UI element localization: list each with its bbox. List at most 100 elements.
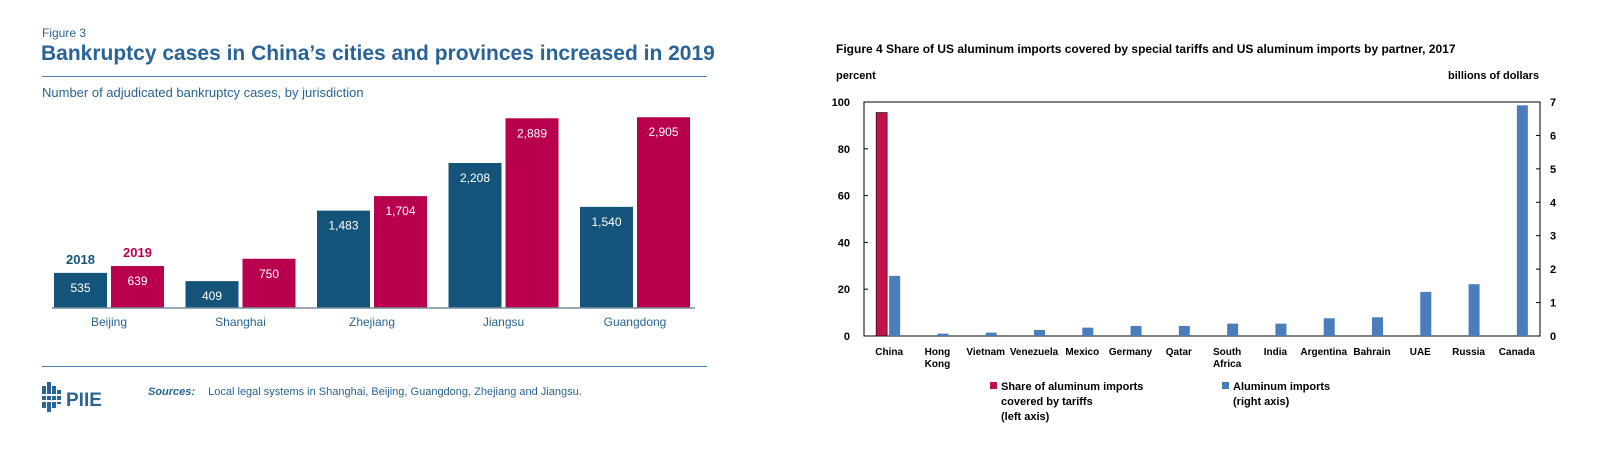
bar-value-label: 535 <box>70 281 90 295</box>
category-label-line: Kong <box>925 359 951 370</box>
category-label-line: Mexico <box>1065 347 1099 358</box>
category-label: India <box>1264 347 1288 358</box>
bar-value-label: 2,905 <box>648 125 678 139</box>
bar-value-label: 639 <box>127 274 147 288</box>
category-label-line: Germany <box>1109 347 1153 358</box>
category-label-line: Argentina <box>1300 347 1347 358</box>
bar-value-label: 1,483 <box>328 219 358 233</box>
right-tick-label: 0 <box>1550 331 1556 343</box>
category-label: Argentina <box>1300 347 1347 358</box>
category-label: Russia <box>1452 347 1485 358</box>
legend-share-line-3: (left axis) <box>1001 411 1050 423</box>
category-label: South Africa <box>1213 347 1242 370</box>
imports-bar-russia <box>1468 284 1480 336</box>
bar-2018-jiangsu <box>448 163 502 308</box>
category-label-line: Venezuela <box>1010 347 1059 358</box>
legend-share-swatch <box>990 382 997 389</box>
bar-2019-zhejiang <box>374 196 427 308</box>
bar-value-label: 2,208 <box>460 171 490 185</box>
footer-divider <box>42 366 707 367</box>
category-label: Canada <box>1499 347 1536 358</box>
right-tick-label: 6 <box>1550 130 1556 142</box>
left-tick-label: 80 <box>838 144 850 156</box>
legend-imports-swatch <box>1222 382 1229 389</box>
right-tick-label: 5 <box>1550 164 1556 176</box>
imports-bar-canada <box>1516 105 1528 336</box>
imports-bar-venezuela <box>1034 329 1045 336</box>
imports-bar-mexico <box>1082 327 1094 336</box>
legend-imports-line-2: (right axis) <box>1233 396 1290 408</box>
imports-bar-uae <box>1420 291 1432 336</box>
imports-bar-hong-kong <box>937 333 949 336</box>
imports-bar-germany <box>1130 325 1142 336</box>
chart-title: Bankruptcy cases in China’s cities and p… <box>41 42 715 65</box>
category-label: Shanghai <box>215 315 266 329</box>
share-bar-china <box>875 112 888 337</box>
left-tick-label: 0 <box>844 331 850 343</box>
category-label: Guangdong <box>604 315 667 329</box>
piie-logo: PIIE <box>42 382 102 412</box>
legend-share-line-2: covered by tariffs <box>1001 396 1093 408</box>
bar-2019-guangdong <box>637 117 690 308</box>
imports-bar-vietnam <box>985 332 997 336</box>
sources-label: Sources: <box>148 386 196 398</box>
legend-imports: Aluminum imports (right axis) <box>1222 380 1330 410</box>
bar-2018-zhejiang <box>317 210 370 308</box>
category-label-line: South <box>1213 347 1241 358</box>
bar-value-label: 409 <box>202 289 222 303</box>
left-axis-unit: percent <box>836 70 876 82</box>
category-label-line: Africa <box>1213 359 1242 370</box>
right-tick-label: 2 <box>1550 264 1556 276</box>
bar-value-label: 1,540 <box>591 215 621 229</box>
left-tick-label: 40 <box>838 237 850 249</box>
aluminum-bar-chart: 0 20 40 60 80 100 0 1 2 3 4 5 6 7 China Hong Kong Vietnam… <box>832 97 1557 370</box>
series-label-2018: 2018 <box>66 252 95 267</box>
category-label: Zhejiang <box>349 315 395 329</box>
right-tick-label: 3 <box>1550 231 1556 243</box>
bar-2018-shanghai <box>185 281 239 308</box>
legend-share-line-1: Share of aluminum imports <box>1001 381 1144 393</box>
category-label-line: Bahrain <box>1353 347 1390 358</box>
imports-bar-argentina <box>1323 318 1335 336</box>
category-label-line: China <box>875 347 903 358</box>
figure4-title: Figure 4 Share of US aluminum imports co… <box>836 42 1456 56</box>
aluminum-figure-panel: Figure 4 Share of US aluminum imports co… <box>800 0 1600 462</box>
category-label-line: Qatar <box>1166 347 1192 358</box>
bar-2019-shanghai <box>242 258 296 308</box>
category-label: Beijing <box>91 315 127 329</box>
category-label: Germany <box>1109 347 1153 358</box>
left-tick-label: 20 <box>838 284 850 296</box>
legend-share: Share of aluminum imports covered by tar… <box>990 380 1143 425</box>
category-label-line: UAE <box>1410 347 1431 358</box>
bar-2019-jiangsu <box>505 118 559 308</box>
left-tick-label: 60 <box>838 191 850 203</box>
category-label: Qatar <box>1166 347 1192 358</box>
category-label: Hong Kong <box>925 347 951 370</box>
piie-logo-text: PIIE <box>66 390 102 411</box>
category-label: Vietnam <box>966 347 1005 358</box>
bar-2018-beijing <box>54 272 107 308</box>
right-tick-label: 7 <box>1550 97 1556 109</box>
bankruptcy-bar-chart: 535 639 Beijing 409 750 Shanghai 1,483 1,704 Zhe… <box>52 117 695 329</box>
figure-label: Figure 3 <box>42 26 87 40</box>
right-tick-label: 4 <box>1550 197 1557 209</box>
category-label: Venezuela <box>1010 347 1059 358</box>
left-tick-label: 100 <box>832 97 850 109</box>
sources-text: Local legal systems in Shanghai, Beijing… <box>208 386 582 398</box>
category-label-line: India <box>1264 347 1288 358</box>
chart-subtitle: Number of adjudicated bankruptcy cases, … <box>42 85 364 100</box>
bar-2019-beijing <box>111 266 164 308</box>
bar-value-label: 1,704 <box>385 204 415 218</box>
bar-2018-guangdong <box>580 206 633 308</box>
title-divider <box>42 76 707 77</box>
category-label-line: Hong <box>925 347 951 358</box>
imports-bar-india <box>1275 323 1287 336</box>
imports-bar-qatar <box>1178 325 1190 336</box>
imports-bar-bahrain <box>1372 317 1383 336</box>
bar-value-label: 750 <box>259 267 279 281</box>
sources-note: Sources: Local legal systems in Shanghai… <box>148 386 582 398</box>
imports-bar-china <box>889 275 901 336</box>
category-label: UAE <box>1410 347 1431 358</box>
bar-value-label: 2,889 <box>517 126 547 140</box>
imports-bar-south-africa <box>1227 323 1239 336</box>
